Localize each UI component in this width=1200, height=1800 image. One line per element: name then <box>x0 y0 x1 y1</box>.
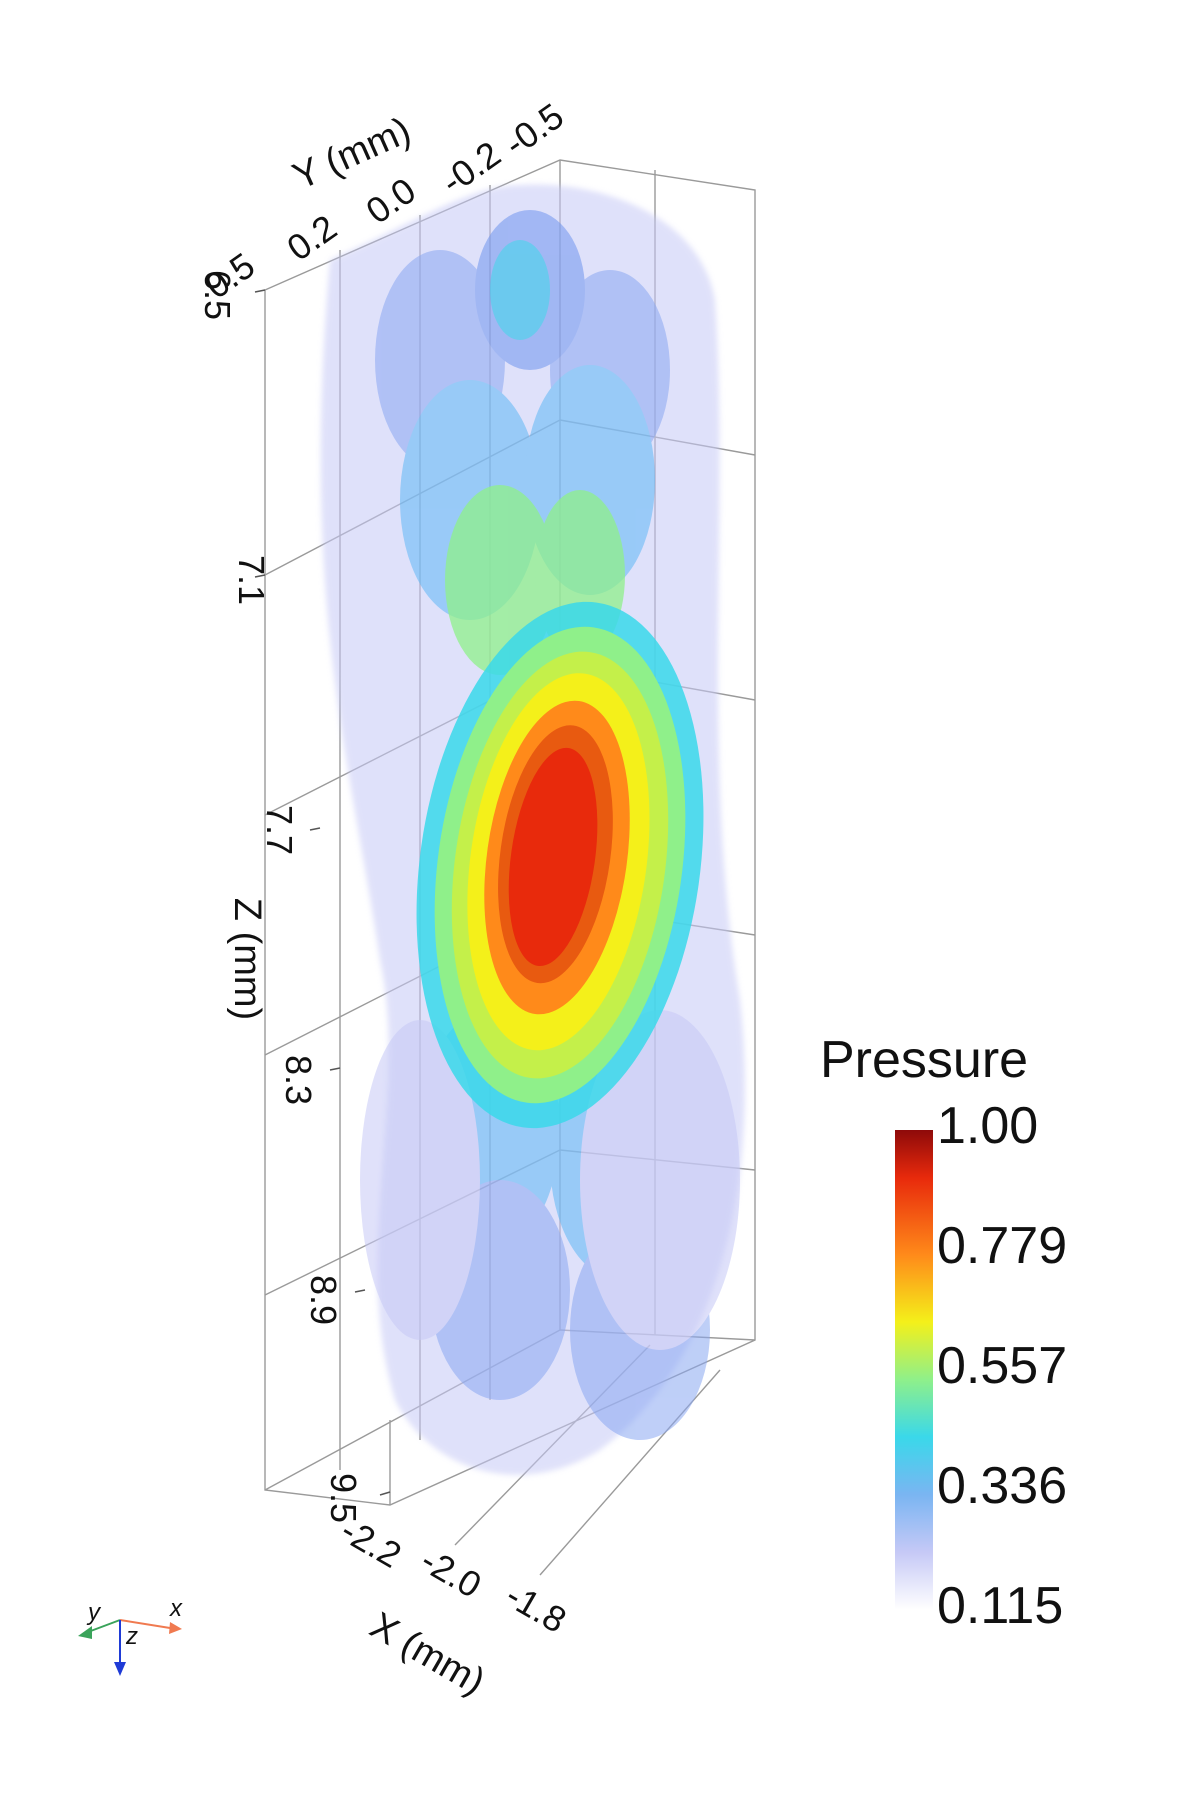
pressure-colorbar <box>895 1130 933 1610</box>
triad-z-label: z <box>126 1623 138 1650</box>
colorbar-tick-label: 1.00 <box>937 1097 1039 1155</box>
colorbar-tick-label: 0.115 <box>937 1577 1064 1635</box>
pressure-isosurfaces <box>320 184 745 1475</box>
triad-x-label: x <box>170 1595 182 1622</box>
orientation-labels: x y z <box>70 1595 200 1685</box>
triad-y-label: y <box>88 1599 100 1626</box>
colorbar-tick-label: 0.779 <box>937 1217 1068 1275</box>
z-tick-label: 6.5 <box>197 269 239 321</box>
colorbar-tick-label: 0.557 <box>937 1337 1068 1395</box>
z-tick-label: 8.3 <box>278 1054 320 1106</box>
z-tick-label: 8.9 <box>303 1274 345 1326</box>
legend-title: Pressure <box>820 1031 1029 1089</box>
central-core <box>416 601 704 1129</box>
colorbar-tick-label: 0.336 <box>937 1457 1068 1515</box>
z-tick-label: 7.7 <box>259 804 301 856</box>
z-tick-label: 7.1 <box>231 554 273 606</box>
axis-ticks <box>254 289 391 1496</box>
z-axis-title: Z (mm) <box>226 897 269 1021</box>
orientation-triad <box>78 1619 182 1676</box>
